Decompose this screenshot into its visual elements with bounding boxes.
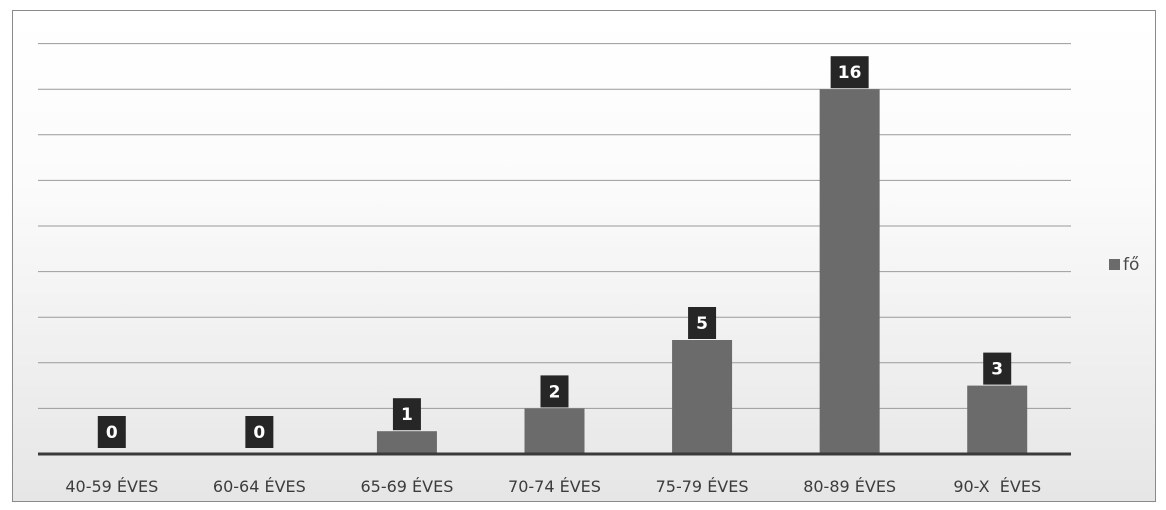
data-label-box xyxy=(392,398,421,431)
data-label: 3 xyxy=(991,360,1003,380)
bar xyxy=(967,385,1028,454)
data-label: 0 xyxy=(253,423,265,443)
data-label-box xyxy=(830,56,869,89)
data-label: 5 xyxy=(696,314,708,334)
chart-frame: 0 40-59 ÉVES 0 60-64 ÉVES 1 65-69 ÉVES 2 70-74 … xyxy=(12,10,1156,502)
data-label-box xyxy=(983,352,1012,385)
x-tick-label: 90-X ÉVES xyxy=(953,477,1041,496)
legend-swatch xyxy=(1109,259,1120,270)
bar xyxy=(376,431,437,454)
bar xyxy=(819,89,880,454)
data-label-box xyxy=(245,416,274,448)
bar xyxy=(524,408,585,454)
x-tick-label: 40-59 ÉVES xyxy=(65,477,158,496)
x-tick-label: 75-79 ÉVES xyxy=(656,477,749,496)
data-label: 2 xyxy=(549,382,561,402)
x-tick-label: 80-89 ÉVES xyxy=(803,477,896,496)
data-label-box xyxy=(540,375,569,408)
data-label: 0 xyxy=(106,423,118,443)
data-label: 16 xyxy=(838,63,862,83)
x-tick-label: 70-74 ÉVES xyxy=(508,477,601,496)
data-label-box xyxy=(97,416,126,448)
x-tick-label: 60-64 ÉVES xyxy=(213,477,306,496)
data-label-box xyxy=(688,307,717,339)
x-tick-label: 65-69 ÉVES xyxy=(360,477,453,496)
legend-label: fő xyxy=(1123,255,1139,275)
bar-chart: 0 40-59 ÉVES 0 60-64 ÉVES 1 65-69 ÉVES 2 70-74 … xyxy=(38,43,1139,496)
data-label: 1 xyxy=(401,405,413,425)
bar xyxy=(672,340,733,454)
